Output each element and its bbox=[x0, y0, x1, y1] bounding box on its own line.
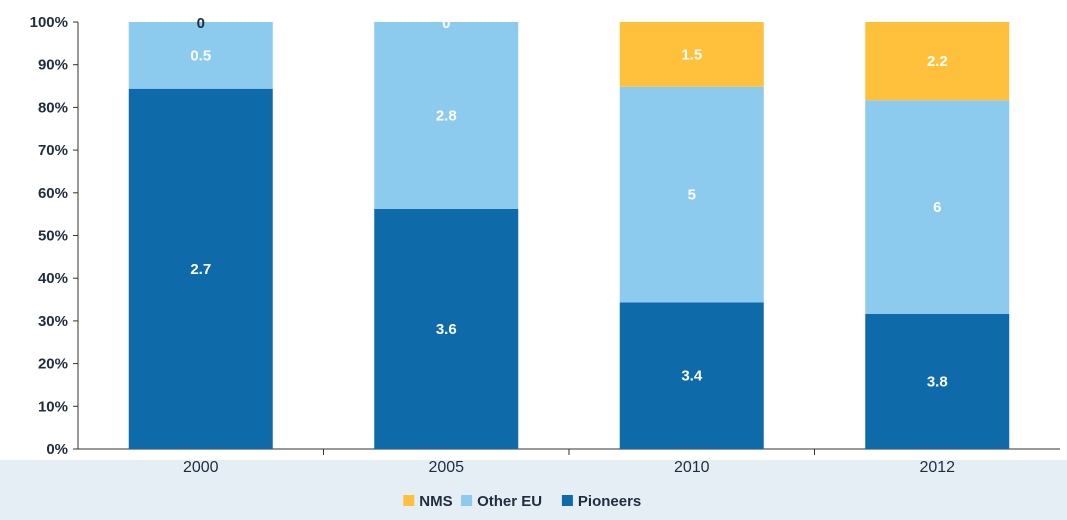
bar-segment-pioneers bbox=[128, 88, 273, 449]
data-label: 0 bbox=[442, 15, 450, 32]
data-label: 1.5 bbox=[681, 46, 702, 63]
y-tick-label: 80% bbox=[38, 99, 68, 116]
bar-segment-pioneers bbox=[865, 313, 1010, 449]
y-tick-label: 70% bbox=[38, 142, 68, 159]
data-label: 3.8 bbox=[927, 373, 948, 390]
data-label: 3.6 bbox=[436, 321, 457, 338]
data-label: 2.2 bbox=[927, 53, 948, 70]
data-label: 6 bbox=[933, 199, 941, 216]
y-tick-label: 40% bbox=[38, 270, 68, 287]
data-label: 0.5 bbox=[190, 47, 211, 64]
data-label: 2.7 bbox=[190, 261, 211, 278]
x-tick-label: 2010 bbox=[674, 459, 710, 476]
x-tick-label: 2005 bbox=[428, 459, 464, 476]
bar-segment-pioneers bbox=[374, 208, 519, 449]
data-label: 5 bbox=[688, 187, 696, 204]
bars bbox=[128, 22, 1010, 449]
legend-label: Other EU bbox=[477, 493, 542, 510]
legend-label: NMS bbox=[419, 493, 452, 510]
bar-segment-nms bbox=[865, 22, 1010, 101]
legend-swatch bbox=[461, 495, 473, 506]
y-tick-label: 30% bbox=[38, 313, 68, 330]
data-label: 2.8 bbox=[436, 107, 457, 124]
legend-band bbox=[0, 460, 1067, 520]
y-tick-label: 0% bbox=[46, 441, 68, 458]
y-tick-label: 60% bbox=[38, 185, 68, 202]
x-axis: 2000 2005 2010 2012 bbox=[78, 448, 1060, 476]
bar-segment-other-eu bbox=[374, 22, 519, 209]
y-tick-label: 90% bbox=[38, 57, 68, 74]
legend-swatch bbox=[403, 495, 415, 506]
y-axis: 0% 10% 20% 30% 40% 50% 60% 70% 80% 90% 100% bbox=[30, 14, 79, 458]
x-tick-label: 2012 bbox=[919, 459, 955, 476]
legend-swatch bbox=[561, 495, 573, 506]
y-tick-label: 10% bbox=[38, 398, 68, 415]
bar-segment-other-eu bbox=[619, 86, 764, 303]
y-tick-label: 50% bbox=[38, 228, 68, 245]
bar-segment-other-eu bbox=[865, 100, 1010, 314]
bar-segment-other-eu bbox=[128, 22, 273, 89]
legend: NMS Other EU Pioneers bbox=[403, 493, 641, 510]
data-labels: 2.7 0.5 0 3.6 2.8 0 3.4 5 1.5 3.8 6 2.2 bbox=[190, 15, 947, 390]
bar-segment-nms bbox=[619, 22, 764, 87]
y-tick-label: 20% bbox=[38, 356, 68, 373]
data-label: 0 bbox=[197, 15, 205, 32]
y-tick-label: 100% bbox=[30, 14, 68, 31]
x-tick-label: 2000 bbox=[183, 459, 219, 476]
bar-segment-pioneers bbox=[619, 302, 764, 449]
data-label: 3.4 bbox=[681, 368, 703, 385]
legend-label: Pioneers bbox=[578, 493, 641, 510]
